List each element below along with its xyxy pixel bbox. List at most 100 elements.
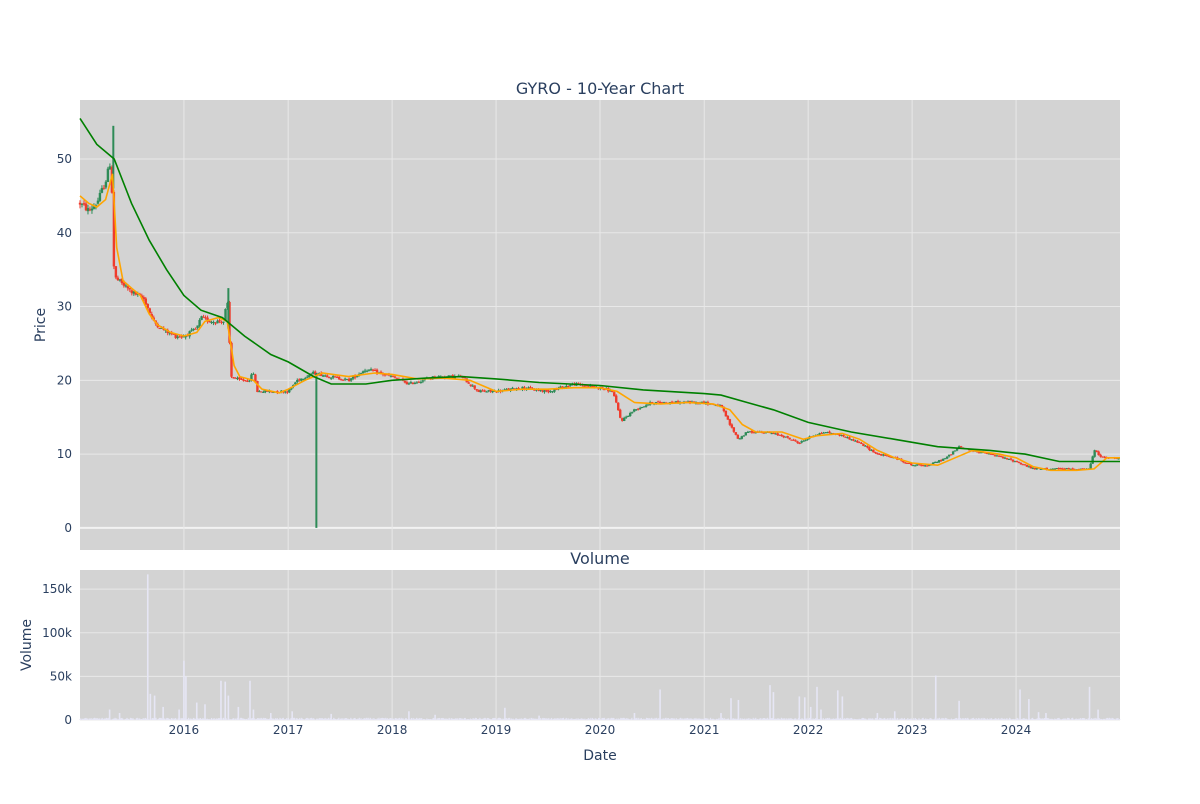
candle-body (330, 378, 332, 379)
volume-bar (185, 676, 187, 720)
candle-body (629, 413, 631, 416)
candle-body (960, 446, 962, 447)
candle-body (396, 378, 398, 379)
candle-body (420, 382, 422, 383)
volume-y-tick-label: 150k (42, 582, 72, 596)
volume-bar (837, 690, 839, 720)
candle-body (617, 403, 619, 410)
price-y-tick-label: 0 (64, 521, 72, 535)
candle-body (468, 382, 470, 383)
candle-body (1020, 463, 1022, 464)
candle-body (727, 416, 729, 420)
volume-bar (634, 713, 636, 720)
candle-body (99, 193, 101, 201)
volume-bar (773, 692, 775, 720)
candle-body (483, 390, 485, 391)
x-tick-label: 2017 (273, 723, 304, 737)
candle-body (408, 383, 410, 384)
candle-body (786, 436, 788, 438)
price-y-tick-label: 50 (57, 152, 72, 166)
candle-body (729, 419, 731, 425)
volume-bar (270, 713, 272, 720)
volume-bar (538, 716, 540, 720)
candle-body (842, 435, 844, 436)
candle-body (798, 443, 800, 444)
candle-body (735, 432, 737, 435)
candle-body (639, 408, 641, 409)
candle-body (627, 416, 629, 417)
candle-body (737, 435, 739, 439)
volume-y-tick-label: 0 (64, 713, 72, 727)
volume-bar (1019, 689, 1021, 720)
candle-body (874, 452, 876, 453)
volume-bar (291, 711, 293, 720)
volume-bar (228, 696, 230, 720)
candle-body (1006, 458, 1008, 459)
candle-body (1010, 459, 1012, 460)
candle-body (731, 424, 733, 427)
price-y-tick-label: 10 (57, 447, 72, 461)
volume-bar (249, 681, 251, 720)
x-axis-title: Date (583, 748, 616, 764)
candle-body (1099, 455, 1101, 457)
volume-bar (958, 701, 960, 720)
volume-bar (408, 711, 410, 720)
candle-body (936, 462, 938, 463)
volume-bar (1045, 713, 1047, 720)
x-tick-label: 2024 (1001, 723, 1032, 737)
volume-bar (799, 696, 801, 720)
candle-body (848, 437, 850, 439)
x-tick-label: 2018 (377, 723, 408, 737)
candle-body (567, 386, 569, 387)
volume-bar (183, 661, 185, 720)
candle-body (645, 405, 647, 406)
candle-body (796, 441, 798, 443)
candle-body (613, 392, 615, 396)
volume-bar (1028, 699, 1030, 720)
volume-bar (504, 708, 506, 720)
volume-bar (253, 710, 255, 720)
x-tick-label: 2020 (585, 723, 616, 737)
volume-bar (238, 707, 240, 720)
candle-body (1026, 465, 1028, 467)
volume-bar (150, 694, 152, 720)
candle-body (101, 188, 103, 193)
x-tick-label: 2016 (169, 723, 200, 737)
candle-body (952, 451, 954, 454)
volume-bar (109, 710, 111, 720)
candle-body (872, 450, 874, 453)
candle-body (954, 450, 956, 451)
volume-bar (204, 704, 206, 720)
candle-body (733, 427, 735, 431)
volume-bar (720, 713, 722, 720)
candle-body (222, 322, 224, 323)
volume-bar (147, 574, 149, 720)
candle-body (788, 438, 790, 440)
volume-bar (220, 681, 222, 720)
candle-body (338, 377, 340, 379)
volume-bar (894, 711, 896, 720)
volume-y-axis-title: Volume (19, 619, 35, 671)
volume-chart-title: Volume (570, 549, 630, 568)
candle-body (294, 383, 296, 385)
candle-body (529, 387, 531, 388)
candle-body (914, 465, 916, 466)
candle-body (1012, 460, 1014, 462)
candle-body (308, 375, 310, 377)
volume-bar (769, 685, 771, 720)
candle-body (1097, 451, 1099, 455)
candle-body (107, 169, 109, 182)
candle-body (858, 442, 860, 443)
candle-body (569, 385, 571, 386)
volume-bar (816, 687, 818, 720)
candle-body (741, 436, 743, 439)
candle-body (254, 375, 256, 382)
volume-bar (810, 707, 812, 720)
candle-body (326, 375, 328, 377)
candle-body (1091, 456, 1093, 463)
candle-body (743, 436, 745, 437)
